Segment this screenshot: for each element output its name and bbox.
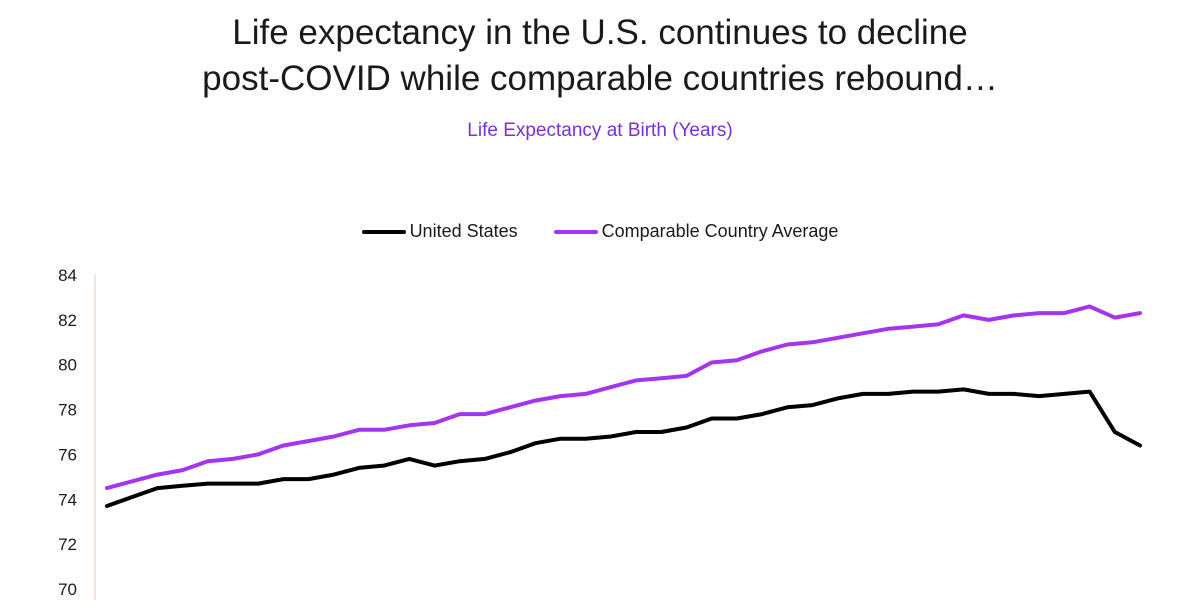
chart-subtitle: Life Expectancy at Birth (Years) bbox=[467, 120, 733, 141]
y-tick-label-82: 82 bbox=[58, 311, 77, 330]
y-tick-label-84: 84 bbox=[58, 266, 77, 285]
legend-swatch-comparable-country-average bbox=[553, 229, 598, 234]
y-tick-label-70: 70 bbox=[58, 580, 77, 599]
legend-label-united-states: United States bbox=[409, 221, 518, 241]
y-axis-ticks: 70 72 74 76 78 80 82 84 bbox=[58, 266, 77, 599]
y-tick-label-78: 78 bbox=[58, 401, 77, 420]
series-line-comparable-country-average bbox=[105, 304, 1142, 491]
legend-item-comparable-country-average: Comparable Country Average bbox=[553, 221, 839, 242]
legend-item-united-states: United States bbox=[361, 221, 518, 242]
y-tick-label-76: 76 bbox=[58, 445, 77, 464]
chart-title: Life expectancy in the U.S. continues to… bbox=[0, 10, 1200, 102]
legend-swatch-united-states bbox=[361, 229, 406, 234]
chart-legend: United States Comparable Country Average bbox=[0, 221, 1200, 242]
y-tick-label-80: 80 bbox=[58, 356, 77, 375]
y-tick-label-74: 74 bbox=[58, 490, 77, 509]
series-line-united-states bbox=[105, 387, 1142, 508]
chart-title-line-2: post-COVID while comparable countries re… bbox=[202, 59, 998, 98]
legend-label-comparable-country-average: Comparable Country Average bbox=[601, 221, 839, 241]
chart-title-line-1: Life expectancy in the U.S. continues to… bbox=[232, 13, 968, 52]
series-lines bbox=[105, 304, 1142, 508]
y-tick-label-72: 72 bbox=[58, 535, 77, 554]
